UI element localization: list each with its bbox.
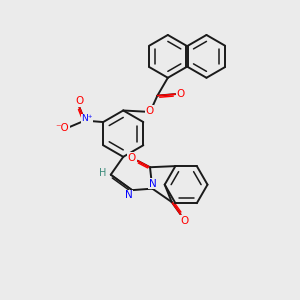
- Text: O: O: [177, 88, 185, 98]
- Text: O: O: [180, 216, 188, 226]
- Text: H: H: [99, 168, 107, 178]
- Text: N: N: [148, 178, 156, 189]
- Text: N⁺: N⁺: [81, 114, 93, 123]
- Text: O: O: [76, 96, 84, 106]
- Text: ⁻O: ⁻O: [56, 123, 69, 133]
- Text: O: O: [146, 106, 154, 116]
- Text: O: O: [128, 153, 136, 163]
- Text: N: N: [125, 190, 133, 200]
